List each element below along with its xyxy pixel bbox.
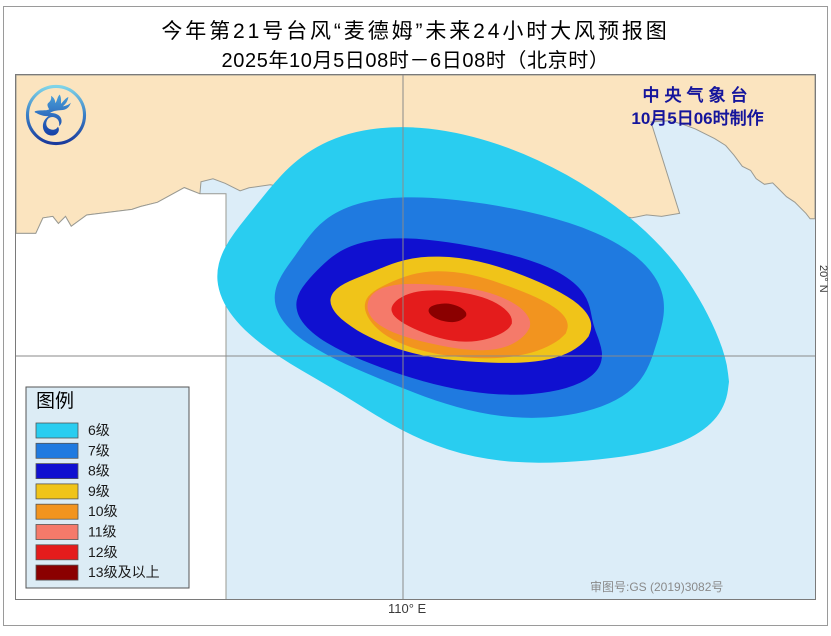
svg-text:6级: 6级 [88, 422, 110, 438]
svg-text:12级: 12级 [88, 544, 118, 560]
svg-text:图例: 图例 [36, 390, 74, 412]
svg-text:11级: 11级 [88, 524, 117, 540]
svg-text:13级及以上: 13级及以上 [88, 564, 160, 580]
svg-text:8级: 8级 [88, 463, 110, 479]
svg-text:9级: 9级 [88, 483, 110, 499]
svg-text:10级: 10级 [88, 503, 118, 519]
svg-text:7级: 7级 [88, 442, 110, 458]
